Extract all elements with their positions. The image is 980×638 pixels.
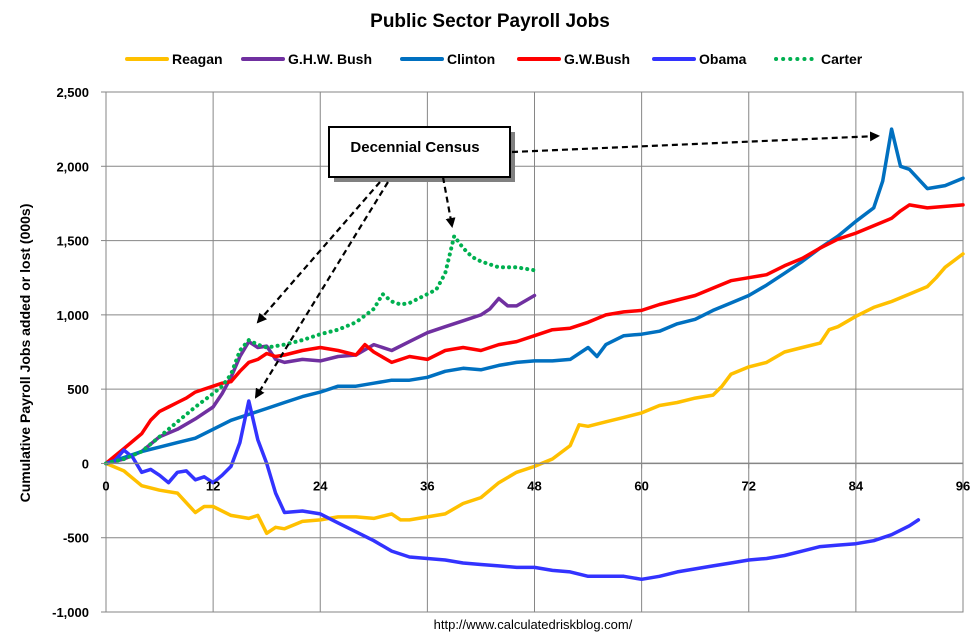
legend-label: G.W.Bush bbox=[564, 51, 630, 67]
annotation-label: Decennial Census bbox=[350, 139, 479, 156]
x-tick-label: 0 bbox=[102, 478, 109, 493]
legend: Reagan G.H.W. Bush Clinton G.W.Bush Obama Car… bbox=[125, 51, 863, 67]
arrow-to-carter-peak bbox=[441, 176, 456, 228]
legend-label: G.H.W. Bush bbox=[288, 51, 372, 67]
census-annotation: Decennial Census bbox=[254, 126, 880, 399]
legend-label: Reagan bbox=[172, 51, 223, 67]
x-tick-label: 96 bbox=[956, 478, 970, 493]
annotation-box bbox=[328, 126, 511, 178]
y-tick-label: 1,500 bbox=[56, 234, 89, 249]
legend-label: Obama bbox=[699, 51, 747, 67]
x-tick-label: 60 bbox=[634, 478, 648, 493]
x-tick-label: 72 bbox=[742, 478, 756, 493]
source-url: http://www.calculatedriskblog.com/ bbox=[434, 617, 633, 632]
y-tick-label: 2,500 bbox=[56, 85, 89, 100]
x-tick-label: 48 bbox=[527, 478, 541, 493]
x-tick-label: 12 bbox=[206, 478, 220, 493]
arrow-to-obama-peak bbox=[254, 181, 389, 399]
y-axis-label: Cumulative Payroll Jobs added or lost (0… bbox=[17, 204, 33, 503]
arrow-to-clinton-peak bbox=[511, 131, 880, 154]
legend-label: Carter bbox=[821, 51, 863, 67]
x-tick-label: 84 bbox=[849, 478, 864, 493]
y-tick-label: 1,000 bbox=[56, 308, 89, 323]
series-line-carter bbox=[104, 234, 537, 466]
y-tick-label: -1,000 bbox=[52, 605, 89, 620]
series-line-obama bbox=[104, 399, 921, 582]
arrow-to-bush-peak bbox=[256, 181, 381, 324]
y-tick-label: 0 bbox=[82, 456, 89, 471]
tick-labels: -1,000 -500 0 500 1,000 1,500 2,000 2,500 0 12 24 3… bbox=[52, 85, 970, 620]
chart-title: Public Sector Payroll Jobs bbox=[370, 11, 610, 32]
legend-label: Clinton bbox=[447, 51, 495, 67]
x-tick-label: 36 bbox=[420, 478, 434, 493]
y-tick-label: -500 bbox=[63, 531, 89, 546]
series-line-g-h-w-bush bbox=[104, 293, 537, 466]
y-tick-label: 2,000 bbox=[56, 159, 89, 174]
y-tick-label: 500 bbox=[67, 382, 89, 397]
x-tick-label: 24 bbox=[313, 478, 328, 493]
series-line-g-w-bush bbox=[104, 203, 965, 466]
series-line-clinton bbox=[104, 127, 965, 466]
grid-layer bbox=[105, 91, 964, 613]
axes-layer bbox=[101, 91, 964, 613]
